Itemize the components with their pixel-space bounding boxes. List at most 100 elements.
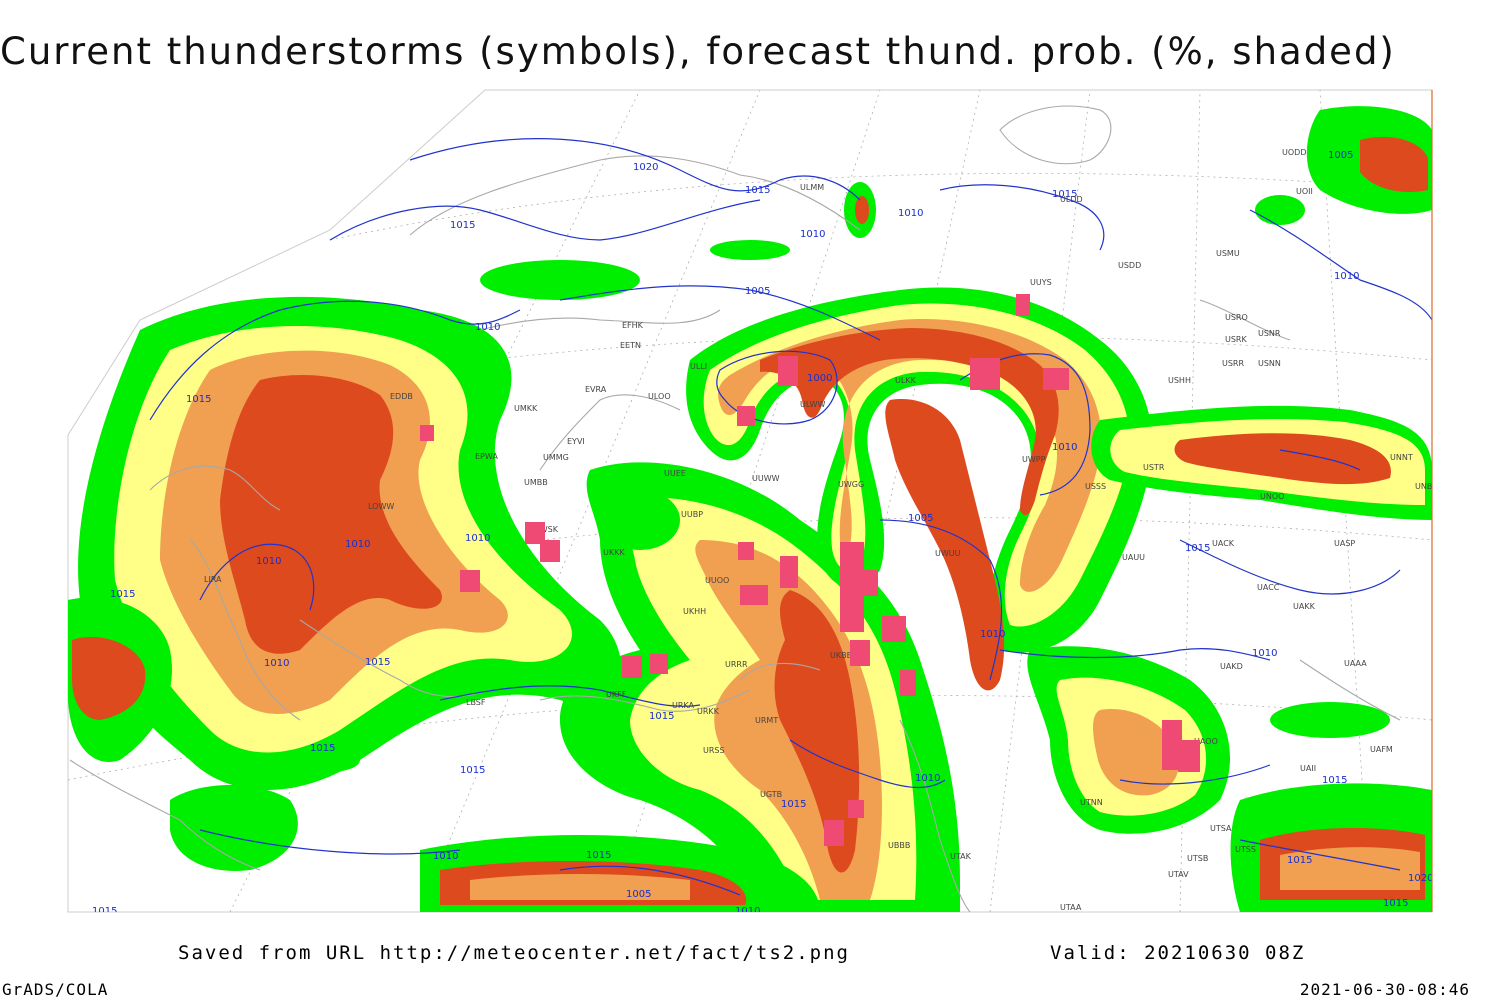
station-label: USTR — [1143, 463, 1165, 472]
isobar-label: 1010 — [345, 539, 370, 550]
station-label: LIRA — [204, 575, 222, 584]
isobar-label: 1020 — [1408, 873, 1433, 884]
isobar-label: 1015 — [92, 906, 117, 917]
station-label: ULDD — [1060, 195, 1083, 204]
station-label: LBSF — [466, 698, 486, 707]
station-label: UWPP — [1022, 455, 1046, 464]
isobar-label: 1010 — [1252, 648, 1277, 659]
station-label: UMMG — [543, 453, 569, 462]
station-label: EVRA — [585, 385, 607, 394]
isobar-label: 1010 — [1334, 271, 1359, 282]
probability-shading — [68, 106, 1432, 912]
isobar-label: 1005 — [626, 889, 651, 900]
station-label: ULWW — [800, 400, 825, 409]
isobar-label: 1000 — [807, 373, 832, 384]
station-label: UASP — [1334, 539, 1355, 548]
station-label: UNOO — [1260, 492, 1284, 501]
isobar-label: 1010 — [1052, 442, 1077, 453]
station-label: URRR — [725, 660, 748, 669]
isobar-label: 1010 — [433, 851, 458, 862]
thunderstorm-symbol — [848, 800, 864, 818]
station-labels: ULMM ULDD USDD USMU UUYS USRO USRK USNR … — [204, 148, 1438, 912]
station-label: UWUU — [935, 549, 961, 558]
station-label: UMKK — [514, 404, 538, 413]
station-label: UAAA — [1344, 659, 1367, 668]
station-label: UUBP — [681, 510, 703, 519]
isobar-label: 1005 — [1328, 150, 1353, 161]
station-label: UAKK — [1293, 602, 1316, 611]
station-label: UKKK — [603, 548, 625, 557]
station-label: UTAA — [1060, 903, 1082, 912]
isobar-label: 1015 — [310, 743, 335, 754]
thunderstorm-symbol — [824, 820, 844, 846]
station-label: EPWA — [475, 452, 498, 461]
station-label: USRO — [1225, 313, 1248, 322]
thunderstorm-symbol — [650, 654, 668, 674]
station-label: ULMM — [800, 183, 824, 192]
isobar-label: 1010 — [800, 229, 825, 240]
station-label: UACC — [1257, 583, 1280, 592]
station-label: USRR — [1222, 359, 1244, 368]
station-label: UTAK — [950, 852, 972, 861]
station-label: UTSA — [1210, 824, 1232, 833]
thunderstorm-symbol — [525, 522, 545, 544]
isobar-label: 1005 — [745, 286, 770, 297]
isobar-label: 1015 — [1185, 543, 1210, 554]
station-label: USHH — [1168, 376, 1191, 385]
station-label: USNR — [1258, 329, 1281, 338]
isobar-label: 1015 — [781, 799, 806, 810]
station-label: UAFM — [1370, 745, 1393, 754]
station-label: UNNT — [1390, 453, 1413, 462]
station-label: UMBB — [524, 478, 548, 487]
thunderstorm-symbol — [970, 358, 1000, 390]
isobar-label: 1015 — [460, 765, 485, 776]
station-label: UODD — [1282, 148, 1306, 157]
station-label: UNBB — [1415, 482, 1438, 491]
isobar-label: 1005 — [908, 513, 933, 524]
isobar-label: 1010 — [915, 773, 940, 784]
station-label: URKK — [697, 707, 720, 716]
thunderstorm-symbol — [860, 570, 878, 596]
station-label: UKBB — [830, 651, 852, 660]
station-label: UAII — [1300, 764, 1316, 773]
isobar-label: 1010 — [980, 629, 1005, 640]
thunderstorm-symbol — [740, 585, 768, 605]
station-label: UAOO — [1194, 737, 1218, 746]
station-label: USNN — [1258, 359, 1281, 368]
station-label: ULKK — [895, 376, 917, 385]
thunderstorm-symbol — [540, 540, 560, 562]
isobar-label: 1010 — [256, 556, 281, 567]
thunderstorm-symbols — [420, 294, 1200, 846]
isobar-label: 1015 — [186, 394, 211, 405]
station-label: EDDB — [390, 392, 413, 401]
isobar-label: 1010 — [465, 533, 490, 544]
station-label: EYVI — [567, 437, 585, 446]
thunderstorm-symbol — [900, 670, 916, 696]
station-label: UBBB — [888, 841, 910, 850]
station-label: UUOO — [705, 576, 729, 585]
station-label: USRK — [1225, 335, 1247, 344]
station-label: UKFF — [606, 690, 627, 699]
isobar-label: 1015 — [1383, 898, 1408, 909]
thunderstorm-symbol — [622, 656, 642, 678]
isobars — [149, 138, 1432, 896]
station-label: UOII — [1296, 187, 1313, 196]
thunderstorm-symbol — [1016, 294, 1030, 316]
generation-timestamp: 2021-06-30-08:46 — [1299, 980, 1470, 999]
isobar-labels: 1020 1015 1015 1010 1010 1015 1005 1010 … — [92, 150, 1433, 917]
station-label: UUEE — [664, 469, 686, 478]
station-label: UUWW — [752, 474, 780, 483]
isobar-label: 1010 — [898, 208, 923, 219]
thunderstorm-symbol — [738, 542, 754, 560]
isobar-label: 1015 — [450, 220, 475, 231]
isobar-label: 1015 — [649, 711, 674, 722]
station-label: UTNN — [1080, 798, 1103, 807]
station-label: EETN — [620, 341, 641, 350]
station-label: UKHH — [683, 607, 706, 616]
station-label: UUYS — [1030, 278, 1052, 287]
isobar-label: 1015 — [586, 850, 611, 861]
isobar-label: 1010 — [264, 658, 289, 669]
station-label: USMU — [1216, 249, 1240, 258]
thunderstorm-symbol — [1178, 740, 1200, 772]
isobar-label: 1010 — [735, 906, 760, 917]
